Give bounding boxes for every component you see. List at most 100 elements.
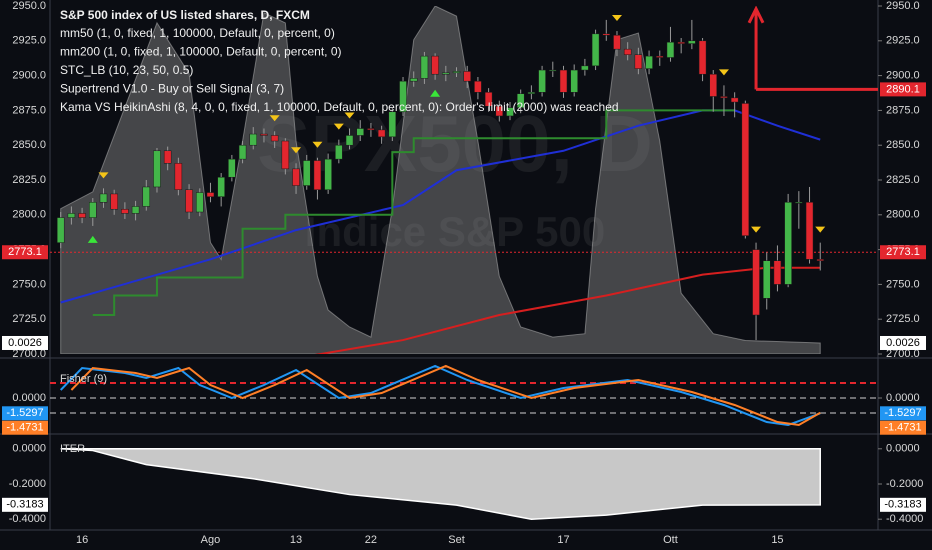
sell-signal (98, 172, 109, 179)
sell-signal (718, 69, 729, 76)
x-tick-label: 15 (771, 534, 783, 546)
pane-title: ITER (60, 443, 85, 455)
candle-body (730, 97, 739, 103)
candle-body (67, 213, 76, 218)
candle-body (249, 133, 258, 146)
y-tick-label: 2825.0 (886, 174, 920, 186)
candle-body (324, 158, 332, 190)
price-tag: -0.3183 (6, 499, 43, 511)
y-tick-label: 2900.0 (886, 70, 920, 82)
candle-body (121, 208, 129, 214)
x-tick-label: Set (448, 534, 465, 546)
y-tick-label: 0.0000 (12, 392, 46, 404)
price-tag-bg (880, 420, 926, 435)
candle-body (623, 48, 632, 55)
buy-signal (87, 235, 98, 243)
candle-body (345, 135, 354, 146)
candle-body (634, 54, 643, 69)
price-tag: -1.4731 (6, 422, 43, 434)
candle-body (217, 176, 225, 197)
price-tag: 2890.1 (886, 83, 920, 95)
candle-body (292, 168, 300, 186)
price-tag-bg (880, 497, 926, 512)
candle-body (698, 40, 707, 75)
legend: S&P 500 index of US listed shares, D, FX… (60, 8, 619, 114)
candle-body (409, 78, 418, 82)
fisher-line (59, 364, 821, 427)
candle-body (591, 33, 600, 67)
y-tick-label: -0.2000 (9, 478, 46, 490)
candle-body (377, 129, 386, 138)
price-tag: -1.5297 (6, 407, 43, 419)
y-tick-label: 2950.0 (886, 0, 920, 12)
candle-body (549, 69, 557, 72)
candle-body (131, 206, 140, 214)
price-tag-bg (880, 406, 926, 421)
candle-body (228, 158, 236, 178)
candle-body (206, 192, 215, 197)
candle-body (442, 72, 450, 75)
price-tag: -1.4731 (884, 422, 921, 434)
y-tick-label: 0.0000 (12, 443, 46, 455)
candle-body (420, 55, 429, 79)
candle-body (431, 55, 439, 75)
candle-body (399, 80, 407, 113)
price-tag-bg (2, 406, 48, 421)
candle-body (677, 41, 685, 44)
y-tick-label: 2800.0 (886, 209, 920, 221)
price-tag-bg (2, 335, 48, 350)
candle-body (313, 160, 322, 190)
candle-body (356, 128, 364, 136)
x-tick-label: Ago (201, 534, 221, 546)
price-tag-bg (880, 245, 926, 260)
candle-body (153, 150, 161, 188)
candle-body (474, 80, 482, 93)
price-tag: -0.3183 (884, 499, 921, 511)
indicator-label: mm50 (1, 0, fixed, 1, 100000, Default, 0… (60, 26, 335, 40)
candle-body (752, 249, 760, 316)
candle-body (666, 41, 675, 58)
pane-title: Fisher (9) (60, 373, 107, 385)
candle-body (762, 260, 771, 299)
candle-body (784, 202, 792, 285)
candle-body (99, 193, 108, 203)
x-tick-label: 17 (557, 534, 569, 546)
candle-body (388, 111, 397, 138)
indicator-label: STC_LB (10, 23, 50, 0.5) (60, 63, 193, 77)
candle-body (602, 33, 611, 36)
candle-body (174, 163, 183, 190)
y-tick-label: 2825.0 (12, 174, 46, 186)
candle-body (688, 40, 696, 44)
candle-body (335, 144, 343, 160)
y-tick-label: 2850.0 (12, 139, 46, 151)
candle-body (196, 192, 204, 213)
candle-body (527, 92, 536, 94)
candle-body (816, 259, 824, 261)
candle-body (463, 71, 471, 82)
sell-signal (269, 115, 280, 122)
candle-body (56, 217, 65, 243)
indicator-label: Supertrend V1.0 - Buy or Sell Signal (3,… (60, 81, 284, 95)
candle-body (281, 140, 290, 170)
price-tag-bg (2, 420, 48, 435)
sell-signal (291, 147, 302, 154)
price-tag: 2773.1 (8, 246, 42, 258)
candle-body (110, 193, 118, 210)
candle-body (142, 186, 151, 207)
candle-body (741, 103, 750, 236)
candle-body (516, 93, 525, 108)
candle-body (645, 55, 653, 69)
candle-body (570, 69, 578, 93)
y-tick-label: 2700.0 (886, 348, 920, 360)
iter-pane (60, 448, 821, 520)
candle-body (709, 73, 718, 97)
y-tick-label: 2750.0 (12, 278, 46, 290)
price-tag: -1.5297 (884, 407, 921, 419)
candle-body (538, 69, 546, 93)
candle-body (656, 55, 664, 58)
candle-body (805, 202, 814, 260)
sell-signal (815, 226, 826, 233)
candle-body (452, 71, 461, 74)
fisher-pane (50, 364, 878, 427)
